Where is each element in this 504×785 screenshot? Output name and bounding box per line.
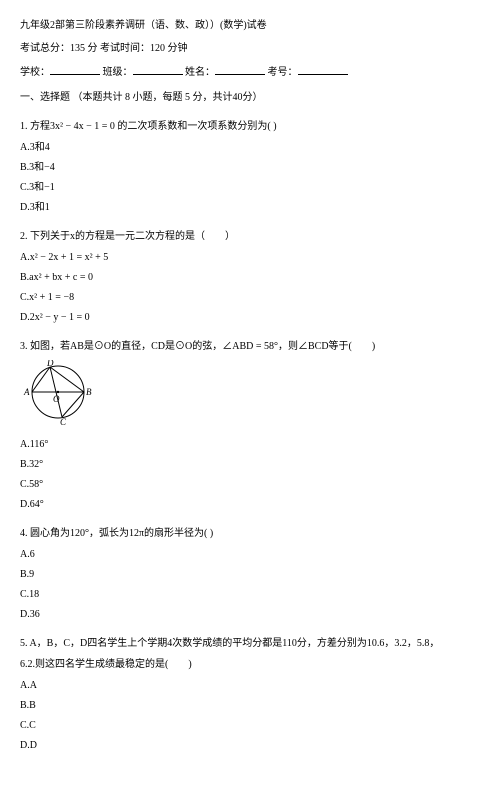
q5-text-line1: 5. A，B，C，D四名学生上个学期4次数学成绩的平均分都是110分，方差分别为… bbox=[20, 636, 484, 651]
center-dot bbox=[57, 391, 59, 393]
label-c: C bbox=[60, 417, 67, 426]
q1-option-b: B.3和−4 bbox=[20, 160, 484, 175]
q3-option-a: A.116° bbox=[20, 437, 484, 452]
class-blank bbox=[133, 64, 183, 75]
q4-option-d: D.36 bbox=[20, 607, 484, 622]
name-label: 姓名： bbox=[185, 67, 215, 78]
question-1: 1. 方程3x² − 4x − 1 = 0 的二次项系数和一次项系数分别为( )… bbox=[20, 119, 484, 215]
q2-option-b: B.ax² + bx + c = 0 bbox=[20, 270, 484, 285]
section-1-header: 一、选择题 （本题共计 8 小题，每题 5 分，共计40分） bbox=[20, 90, 484, 105]
student-info-line: 学校： 班级： 姓名： 考号： bbox=[20, 64, 484, 80]
q1-text: 1. 方程3x² − 4x − 1 = 0 的二次项系数和一次项系数分别为( ) bbox=[20, 119, 484, 134]
name-blank bbox=[215, 64, 265, 75]
q3-diagram: A B C D O bbox=[20, 360, 484, 431]
question-3: 3. 如图，若AB是⊙O的直径，CD是⊙O的弦，∠ABD = 58°，则∠BCD… bbox=[20, 339, 484, 512]
school-label: 学校： bbox=[20, 67, 50, 78]
q3-option-b: B.32° bbox=[20, 457, 484, 472]
question-2: 2. 下列关于x的方程是一元二次方程的是（ ） A.x² − 2x + 1 = … bbox=[20, 229, 484, 325]
school-blank bbox=[50, 64, 100, 75]
q1-option-a: A.3和4 bbox=[20, 140, 484, 155]
q1-option-c: C.3和−1 bbox=[20, 180, 484, 195]
label-a: A bbox=[23, 387, 30, 397]
q5-option-c: C.C bbox=[20, 718, 484, 733]
q4-option-a: A.6 bbox=[20, 547, 484, 562]
q4-option-b: B.9 bbox=[20, 567, 484, 582]
q5-text-line2: 6.2.则这四名学生成绩最稳定的是( ) bbox=[20, 657, 484, 672]
label-d: D bbox=[46, 360, 54, 368]
q4-option-c: C.18 bbox=[20, 587, 484, 602]
class-label: 班级： bbox=[103, 67, 133, 78]
exam-info: 考试总分：135 分 考试时间：120 分钟 bbox=[20, 41, 484, 56]
question-5: 5. A，B，C，D四名学生上个学期4次数学成绩的平均分都是110分，方差分别为… bbox=[20, 636, 484, 753]
q2-text: 2. 下列关于x的方程是一元二次方程的是（ ） bbox=[20, 229, 484, 244]
q5-option-b: B.B bbox=[20, 698, 484, 713]
q3-option-c: C.58° bbox=[20, 477, 484, 492]
q4-text: 4. 圆心角为120°，弧长为12π的扇形半径为( ) bbox=[20, 526, 484, 541]
q5-option-a: A.A bbox=[20, 678, 484, 693]
q3-text: 3. 如图，若AB是⊙O的直径，CD是⊙O的弦，∠ABD = 58°，则∠BCD… bbox=[20, 339, 484, 354]
q1-option-d: D.3和1 bbox=[20, 200, 484, 215]
circle-diagram-svg: A B C D O bbox=[20, 360, 100, 426]
label-o: O bbox=[53, 394, 60, 404]
q2-option-d: D.2x² − y − 1 = 0 bbox=[20, 310, 484, 325]
exam-title: 九年级2部第三阶段素养调研（语、数、政））(数学)试卷 bbox=[20, 18, 484, 33]
q5-option-d: D.D bbox=[20, 738, 484, 753]
q2-option-a: A.x² − 2x + 1 = x² + 5 bbox=[20, 250, 484, 265]
q2-option-c: C.x² + 1 = −8 bbox=[20, 290, 484, 305]
question-4: 4. 圆心角为120°，弧长为12π的扇形半径为( ) A.6 B.9 C.18… bbox=[20, 526, 484, 622]
label-b: B bbox=[86, 387, 92, 397]
id-blank bbox=[298, 64, 348, 75]
id-label: 考号： bbox=[268, 67, 298, 78]
q3-option-d: D.64° bbox=[20, 497, 484, 512]
